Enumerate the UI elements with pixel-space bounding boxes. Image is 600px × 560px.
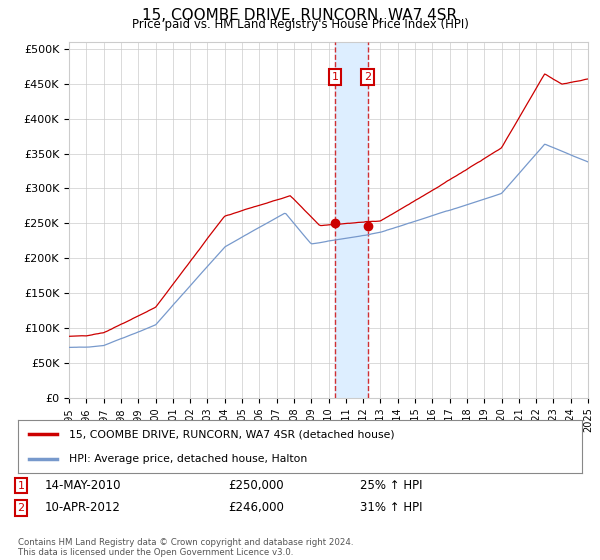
Text: 14-MAY-2010: 14-MAY-2010 [45, 479, 121, 492]
Bar [335, 42, 368, 398]
Text: 10-APR-2012: 10-APR-2012 [45, 501, 121, 515]
Text: 2: 2 [364, 72, 371, 82]
Text: £246,000: £246,000 [228, 501, 284, 515]
Text: Contains HM Land Registry data © Crown copyright and database right 2024.
This d: Contains HM Land Registry data © Crown c… [18, 538, 353, 557]
Text: 25% ↑ HPI: 25% ↑ HPI [360, 479, 422, 492]
Text: 1: 1 [331, 72, 338, 82]
Text: 2: 2 [17, 503, 25, 513]
Text: HPI: Average price, detached house, Halton: HPI: Average price, detached house, Halt… [69, 454, 307, 464]
Text: 15, COOMBE DRIVE, RUNCORN, WA7 4SR (detached house): 15, COOMBE DRIVE, RUNCORN, WA7 4SR (deta… [69, 430, 394, 440]
Text: 31% ↑ HPI: 31% ↑ HPI [360, 501, 422, 515]
Text: 15, COOMBE DRIVE, RUNCORN, WA7 4SR: 15, COOMBE DRIVE, RUNCORN, WA7 4SR [142, 8, 458, 24]
Text: Price paid vs. HM Land Registry's House Price Index (HPI): Price paid vs. HM Land Registry's House … [131, 18, 469, 31]
Text: £250,000: £250,000 [228, 479, 284, 492]
Text: 1: 1 [17, 480, 25, 491]
